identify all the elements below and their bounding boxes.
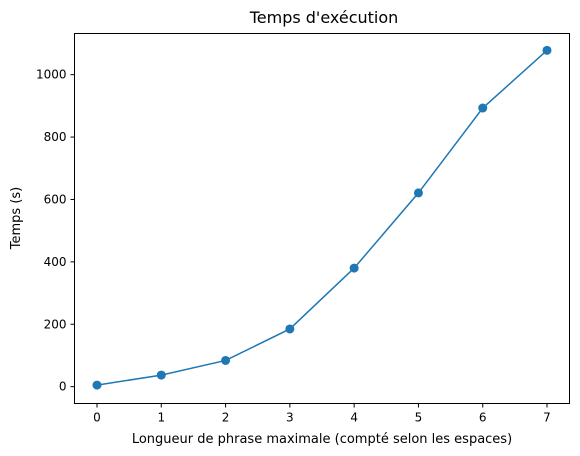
y-tick-label: 800 xyxy=(44,130,67,144)
x-tick-label: 5 xyxy=(415,411,423,425)
y-tick-label: 400 xyxy=(44,255,67,269)
data-point xyxy=(156,370,166,380)
data-point xyxy=(92,380,102,390)
x-axis-label: Longueur de phrase maximale (compté selo… xyxy=(132,432,512,447)
data-point xyxy=(221,355,231,365)
x-tick-label: 1 xyxy=(157,411,165,425)
x-tick-label: 0 xyxy=(93,411,101,425)
x-tick-label: 2 xyxy=(222,411,230,425)
x-tick-label: 7 xyxy=(543,411,551,425)
chart-title: Temps d'exécution xyxy=(249,8,399,27)
x-tick-label: 6 xyxy=(479,411,487,425)
data-point xyxy=(349,263,359,273)
x-tick-label: 4 xyxy=(350,411,358,425)
y-tick-label: 200 xyxy=(44,317,67,331)
y-tick-label: 600 xyxy=(44,192,67,206)
y-tick-label: 0 xyxy=(59,380,67,394)
y-axis: 0 200 400 600 800 1000 xyxy=(36,68,75,394)
plot-area xyxy=(92,45,552,390)
data-point xyxy=(285,324,295,334)
x-tick-label: 3 xyxy=(286,411,294,425)
data-point xyxy=(413,188,423,198)
y-axis-label: Temps (s) xyxy=(9,187,24,250)
data-point xyxy=(478,103,488,113)
y-tick-label: 1000 xyxy=(36,68,67,82)
data-point xyxy=(542,45,552,55)
series-line xyxy=(96,49,548,386)
x-axis: 0 1 2 3 4 5 6 7 xyxy=(93,403,551,425)
plot-frame xyxy=(74,33,570,404)
